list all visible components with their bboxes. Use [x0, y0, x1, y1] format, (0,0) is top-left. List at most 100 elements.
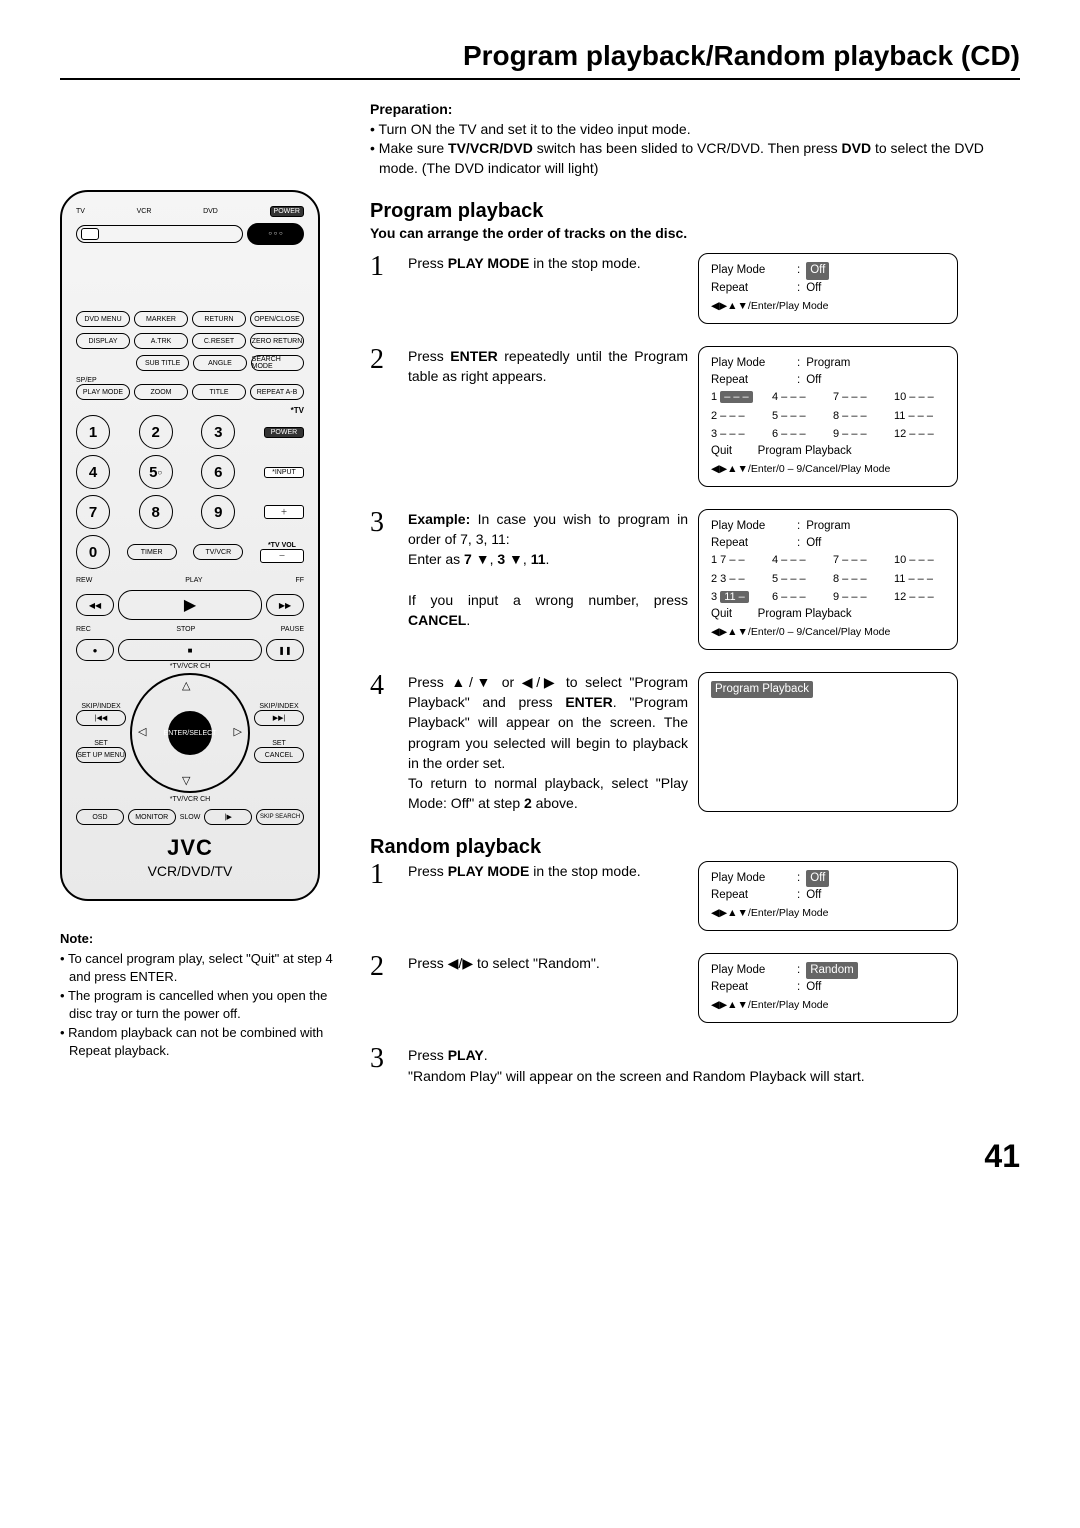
note-item: To cancel program play, select "Quit" at…: [60, 950, 340, 985]
digit-4: 4: [76, 455, 110, 489]
vol-minus-button: －: [260, 549, 304, 563]
note-block: Note: To cancel program play, select "Qu…: [60, 931, 340, 1059]
skip-index-left-label: SKIP/INDEX: [76, 703, 126, 710]
step: 2 Press ENTER repeatedly until the Progra…: [370, 346, 1020, 487]
osd-display: Program Playback: [698, 672, 958, 812]
step-number: 2: [370, 953, 398, 981]
brand-logo: JVC: [76, 835, 304, 861]
remote-model-label: VCR/DVD/TV: [76, 863, 304, 879]
rec-label: REC: [76, 626, 91, 633]
input-button: *INPUT: [264, 467, 304, 478]
step: 4 Press ▲/▼ or ◀/▶ to select "Program Pla…: [370, 672, 1020, 814]
digit-8: 8: [139, 495, 173, 529]
digit-0: 0: [76, 535, 110, 569]
enter-select-button: ENTER/SELECT: [168, 711, 212, 755]
remote-small-button: ZOOM: [134, 384, 188, 400]
power-button: POWER: [270, 206, 304, 217]
step-text: Example: In case you wish to program in …: [408, 509, 688, 631]
rew-button: ◀◀: [76, 594, 114, 616]
remote-small-button: SUB TITLE: [136, 355, 189, 371]
random-playback-heading: Random playback: [370, 836, 1020, 859]
step-text: Press ENTER repeatedly until the Program…: [408, 346, 688, 387]
remote-control-diagram: TV VCR DVD POWER ○ ○ ○ DVD MENUMARKERRET…: [60, 190, 320, 901]
monitor-button: MONITOR: [128, 809, 176, 825]
tvvcr-button: TV/VCR: [193, 544, 243, 560]
tvvcrch-down-label: *TV/VCR CH: [130, 796, 250, 803]
step: 3 Example: In case you wish to program in…: [370, 509, 1020, 650]
power-small-button: POWER: [264, 427, 304, 438]
step-text: Press PLAY."Random Play" will appear on …: [408, 1045, 1020, 1086]
directional-pad: *TV/VCR CH △ ▽ ◁ ▷ ENTER/SELECT *TV/VCR …: [130, 673, 250, 793]
digit-9: 9: [201, 495, 235, 529]
step-number: 3: [370, 1045, 398, 1073]
tvvol-label: *TV VOL: [260, 542, 304, 549]
remote-small-button: C.RESET: [192, 333, 246, 349]
step-text: Press PLAY MODE in the stop mode.: [408, 861, 688, 881]
step-number: 3: [370, 509, 398, 537]
digit-1: 1: [76, 415, 110, 449]
step-number: 2: [370, 346, 398, 374]
spep-label: SP/EP: [76, 377, 304, 384]
skip-next-button: ▶▶|: [254, 710, 304, 726]
digit-5: 5○: [139, 455, 173, 489]
slider-vcr-label: VCR: [137, 208, 152, 215]
play-label: PLAY: [96, 577, 291, 584]
remote-small-button: MARKER: [134, 311, 188, 327]
remote-small-button: REPEAT A-B: [250, 384, 304, 400]
remote-small-button: DVD MENU: [76, 311, 130, 327]
prep-item: Make sure TV/VCR/DVD switch has been sli…: [370, 139, 1020, 178]
stop-label: STOP: [95, 626, 277, 633]
rew-label: REW: [76, 577, 92, 584]
remote-small-button: PLAY MODE: [76, 384, 130, 400]
tvvcrch-up-label: *TV/VCR CH: [130, 663, 250, 670]
ff-button: ▶▶: [266, 594, 304, 616]
note-item: Random playback can not be combined with…: [60, 1024, 340, 1059]
slider-tv-label: TV: [76, 208, 85, 215]
osd-button: OSD: [76, 809, 124, 825]
slow-label: SLOW: [180, 814, 201, 821]
digit-3: 3: [201, 415, 235, 449]
digit-2: 2: [139, 415, 173, 449]
remote-small-button: RETURN: [192, 311, 246, 327]
step-text: Press ▲/▼ or ◀/▶ to select "Program Play…: [408, 672, 688, 814]
set-minus-label: SET: [76, 740, 126, 747]
page-number: 41: [60, 1138, 1020, 1175]
remote-small-button: ANGLE: [193, 355, 246, 371]
step-text: Press ◀/▶ to select "Random".: [408, 953, 688, 973]
osd-display: Play Mode:ProgramRepeat:Off1 – – –4 – – …: [698, 346, 958, 487]
remote-small-button: TITLE: [192, 384, 246, 400]
program-playback-sub: You can arrange the order of tracks on t…: [370, 225, 1020, 241]
prep-item: Turn ON the TV and set it to the video i…: [370, 120, 1020, 140]
skip-search-button: SKIP SEARCH: [256, 809, 304, 825]
play-button: ▶: [118, 590, 262, 620]
osd-display: Play Mode:RandomRepeat:Off◀▶▲▼/Enter/Pla…: [698, 953, 958, 1023]
step-text: Press PLAY MODE in the stop mode.: [408, 253, 688, 273]
note-heading: Note:: [60, 931, 340, 946]
step: 3 Press PLAY."Random Play" will appear on…: [370, 1045, 1020, 1086]
step-number: 4: [370, 672, 398, 700]
remote-small-button: SEARCH MODE: [251, 355, 304, 371]
page-title: Program playback/Random playback (CD): [60, 40, 1020, 80]
step: 1 Press PLAY MODE in the stop mode. Play M…: [370, 253, 1020, 323]
remote-small-button: ZERO RETURN: [250, 333, 304, 349]
skip-prev-button: |◀◀: [76, 710, 126, 726]
remote-small-button: A.TRK: [134, 333, 188, 349]
preparation-heading: Preparation:: [370, 100, 1020, 120]
remote-small-button: DISPLAY: [76, 333, 130, 349]
skip-index-right-label: SKIP/INDEX: [254, 703, 304, 710]
digit-6: 6: [201, 455, 235, 489]
preparation-block: Preparation: Turn ON the TV and set it t…: [370, 100, 1020, 178]
ff-label: FF: [295, 577, 304, 584]
step-number: 1: [370, 253, 398, 281]
remote-small-button: OPEN/CLOSE: [250, 311, 304, 327]
program-playback-heading: Program playback: [370, 200, 1020, 223]
vol-plus-button: ＋: [264, 505, 304, 519]
step: 1Press PLAY MODE in the stop mode.Play M…: [370, 861, 1020, 931]
osd-display: Play Mode:OffRepeat:Off◀▶▲▼/Enter/Play M…: [698, 253, 958, 323]
note-item: The program is cancelled when you open t…: [60, 987, 340, 1022]
step: 2 Press ◀/▶ to select "Random". Play Mode:…: [370, 953, 1020, 1023]
pause-button: ❚❚: [266, 639, 304, 661]
osd-display: Play Mode:OffRepeat:Off◀▶▲▼/Enter/Play M…: [698, 861, 958, 931]
slow-button: |▶: [204, 809, 252, 825]
stop-button: ■: [118, 639, 262, 661]
